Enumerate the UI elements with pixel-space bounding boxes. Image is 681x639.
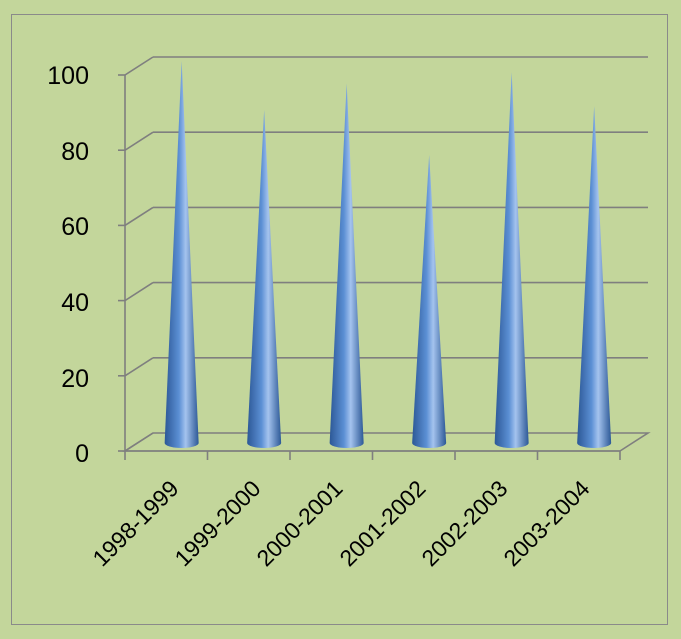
cone-bar xyxy=(329,83,364,448)
y-tick-label: 80 xyxy=(61,138,89,166)
gridline-depth xyxy=(124,131,154,151)
y-tick-label: 0 xyxy=(75,440,89,468)
cone-bar xyxy=(577,106,612,449)
x-category-label: 2001-2002 xyxy=(334,475,430,571)
gridline-depth xyxy=(124,281,154,302)
y-tick-label: 60 xyxy=(61,213,89,241)
cone-body xyxy=(164,61,199,448)
x-category-label: 2002-2003 xyxy=(416,475,512,571)
y-tick-label: 40 xyxy=(61,289,89,317)
y-tick-label: 100 xyxy=(47,62,89,90)
gridline-depth xyxy=(124,56,154,76)
x-category-label: 2000-2001 xyxy=(251,475,347,571)
cone-bar xyxy=(247,109,282,448)
chart-floor xyxy=(122,432,651,452)
cones-layer xyxy=(164,61,612,449)
x-category-label: 2003-2004 xyxy=(498,475,594,571)
x-axis-category-labels: 1998-1999 1999-2000 2000-2001 2001-2002 … xyxy=(87,475,594,571)
gridline-depth xyxy=(124,206,154,227)
x-category-label: 1999-2000 xyxy=(169,475,265,571)
cone-body xyxy=(494,72,529,448)
cone-body xyxy=(412,155,447,448)
cone-body xyxy=(329,83,364,448)
grid-layer xyxy=(118,56,651,460)
x-category-label: 1998-1999 xyxy=(87,475,183,571)
cone-body xyxy=(247,109,282,448)
cone-bar xyxy=(494,72,529,448)
y-tick-label: 20 xyxy=(61,365,89,393)
cone-body xyxy=(577,106,612,449)
cone-bar xyxy=(164,61,199,448)
cone-bar xyxy=(412,155,447,448)
y-axis-tick-labels: 0 20 40 60 80 100 xyxy=(47,62,89,468)
gridline-depth xyxy=(124,357,154,377)
